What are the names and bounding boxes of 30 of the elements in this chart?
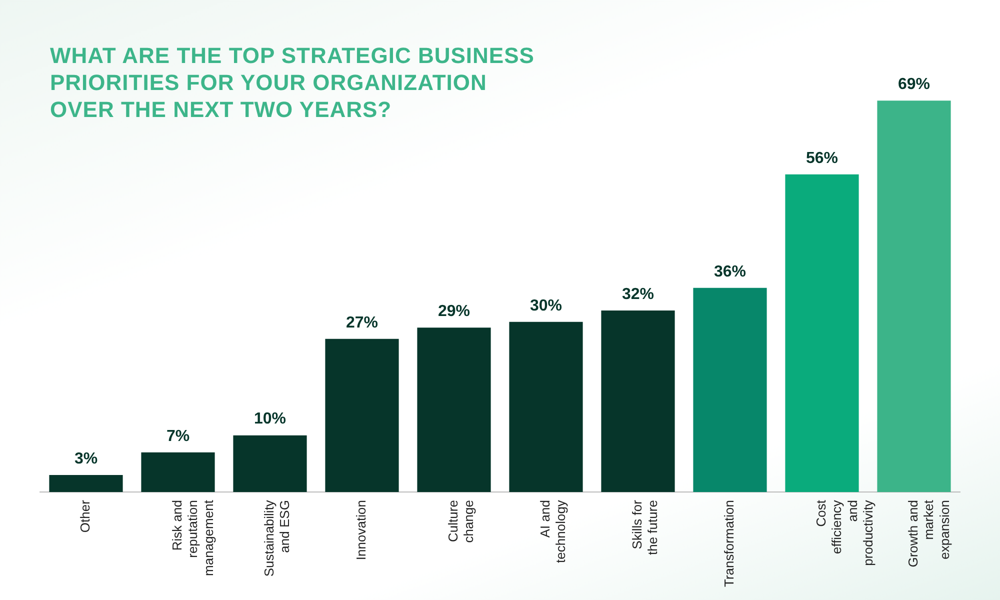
data-label: 10%	[254, 410, 286, 428]
data-label: 3%	[74, 450, 98, 468]
bar	[233, 435, 307, 492]
x-tick-label: Other	[78, 499, 93, 533]
bar	[877, 100, 951, 492]
data-label: 27%	[346, 314, 378, 332]
x-tick-label: Risk and reputation management	[170, 500, 216, 576]
chart-title: WHAT ARE THE TOP STRATEGIC BUSINESS PRIORITIES FOR YOUR ORGANIZATION OVER THE NEXT TWO YEARS?	[50, 42, 536, 123]
bar	[785, 174, 859, 492]
data-label: 36%	[714, 263, 746, 280]
bar	[417, 328, 491, 492]
x-tick-label: Skills for the future	[630, 499, 660, 555]
bar	[509, 322, 583, 492]
bar	[325, 338, 399, 492]
bar	[601, 310, 675, 492]
data-label: 30%	[530, 297, 562, 314]
x-tick-label: Cost efficiency and productivity	[814, 500, 876, 566]
bar	[693, 288, 767, 492]
data-label: 69%	[898, 76, 930, 94]
data-label: 7%	[166, 428, 190, 445]
bar	[49, 475, 123, 492]
x-tick-label: Transformation	[722, 500, 737, 587]
bar	[141, 452, 215, 492]
data-label: 56%	[806, 150, 838, 167]
x-tick-label: Innovation	[354, 500, 369, 560]
x-tick-label: Sustainability and ESG	[262, 500, 292, 577]
x-tick-label: AI and technology	[538, 500, 568, 563]
data-label: 29%	[438, 302, 470, 320]
x-tick-label: Culture change	[446, 500, 476, 543]
data-label: 32%	[622, 286, 654, 303]
